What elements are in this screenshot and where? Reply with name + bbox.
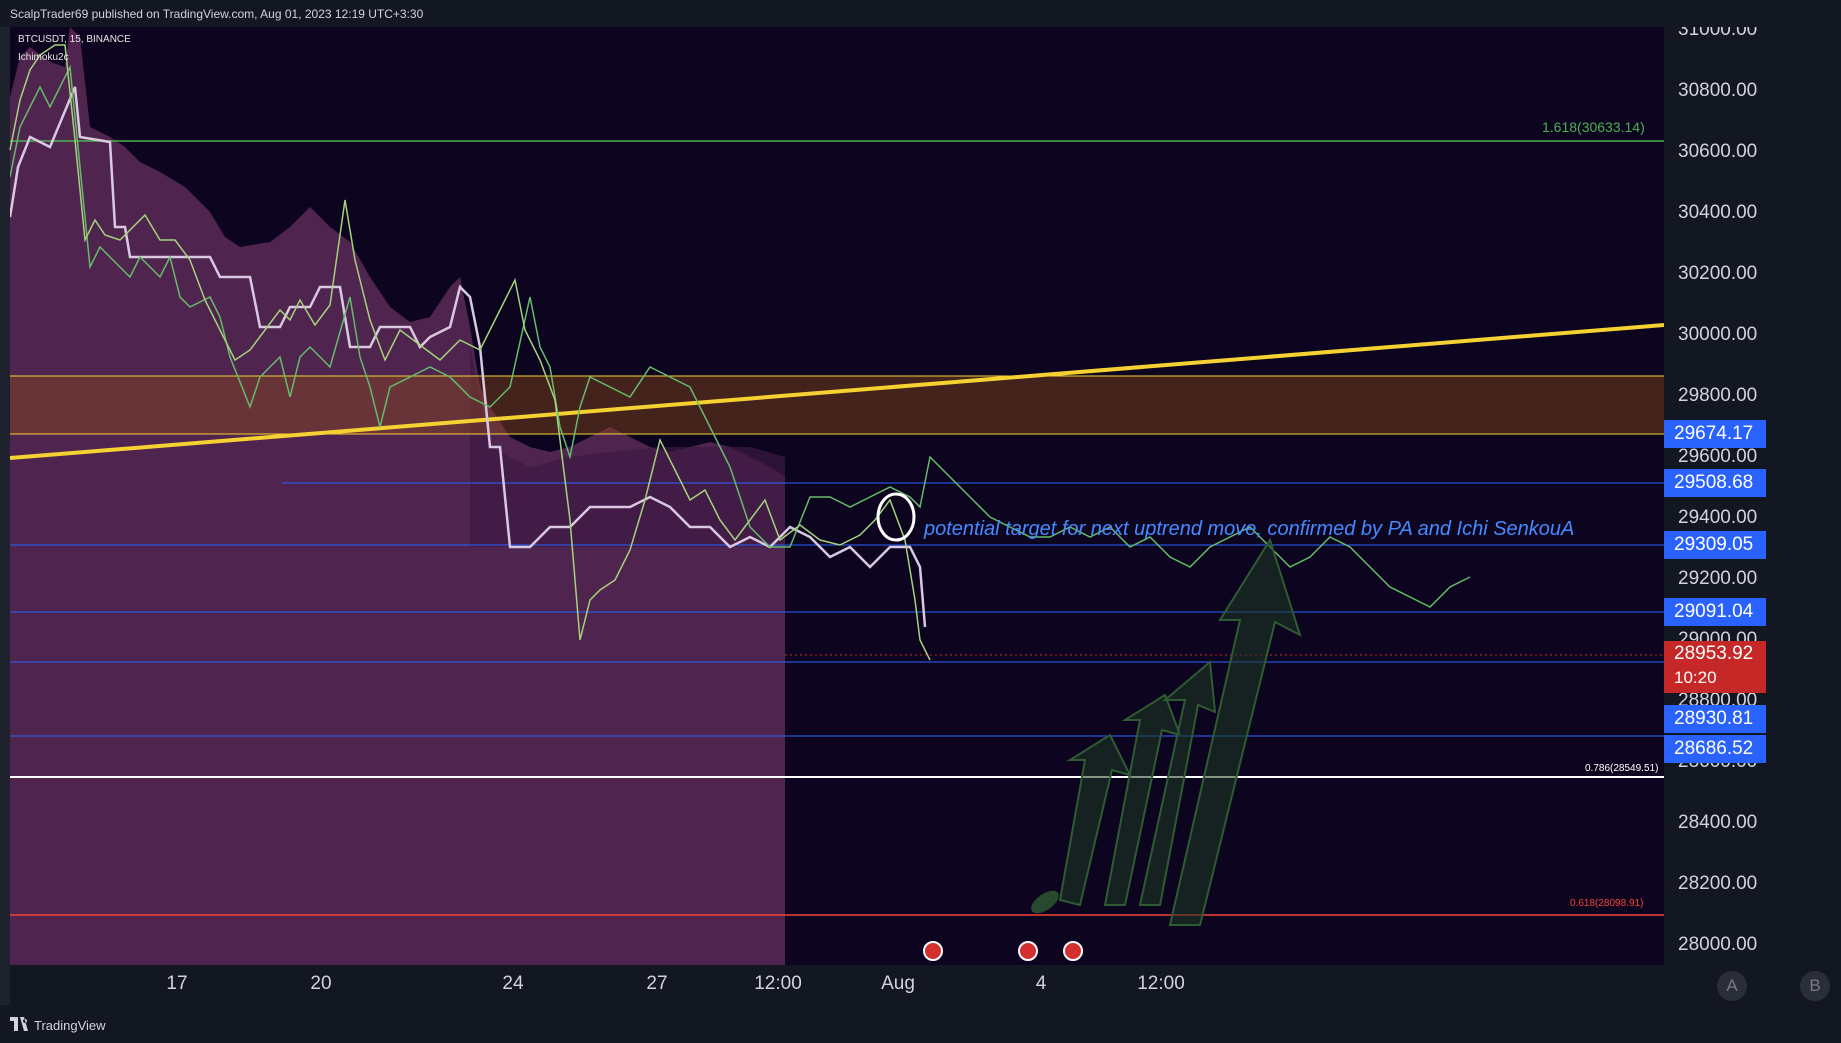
bar-countdown: 10:20 <box>1674 668 1717 687</box>
price-tick: 29400.00 <box>1678 507 1758 528</box>
fib-0786-label: 0.786(28549.51) <box>1585 763 1659 774</box>
price-tick: 28400.00 <box>1678 812 1758 833</box>
price-axis[interactable]: 31000.00 30800.00 30600.00 30400.00 3020… <box>1664 27 1841 965</box>
price-tick: 29600.00 <box>1678 446 1758 467</box>
symbol-legend[interactable]: BTCUSDT, 15, BINANCE <box>18 34 131 45</box>
uptrend-arrows <box>1058 537 1302 926</box>
time-tick: 4 <box>1035 973 1047 994</box>
time-tick: 12:00 <box>754 973 802 994</box>
brand-name[interactable]: TradingView <box>34 1018 106 1033</box>
auto-scale-button[interactable]: A <box>1717 971 1747 1001</box>
footer-bar: TradingView <box>0 1005 1841 1043</box>
scale-b-button[interactable]: B <box>1800 971 1830 1001</box>
last-price: 28953.92 <box>1674 643 1754 664</box>
fib-0618-label: 0.618(28098.91) <box>1570 898 1644 909</box>
publish-info: ScalpTrader69 published on TradingView.c… <box>10 7 424 21</box>
time-tick: Aug <box>881 973 915 994</box>
price-series <box>10 64 1471 608</box>
indicator-legend[interactable]: Ichimoku2c <box>18 52 69 63</box>
price-tag: 29091.04 <box>1664 598 1766 626</box>
cloud-shade <box>470 347 785 547</box>
price-tag: 29508.68 <box>1664 469 1766 497</box>
time-tick: 12:00 <box>1137 973 1185 994</box>
price-tag: 29309.05 <box>1664 531 1766 559</box>
price-tick: 29200.00 <box>1678 568 1758 589</box>
us-flag-icon[interactable] <box>923 941 943 961</box>
price-line <box>9 44 931 661</box>
time-tick: 20 <box>310 973 332 994</box>
scale-controls: A B <box>1664 965 1841 1005</box>
ichimoku-cloud <box>10 27 785 965</box>
price-tick: 31000.00 <box>1678 27 1758 40</box>
price-tick: 30800.00 <box>1678 80 1758 101</box>
fib-1618-label: 1.618(30633.14) <box>1542 119 1645 135</box>
time-tick: 17 <box>166 973 188 994</box>
kijun-line <box>10 86 927 628</box>
time-tick: 27 <box>646 973 668 994</box>
price-tag: 28686.52 <box>1664 735 1766 763</box>
price-tick: 28000.00 <box>1678 934 1758 955</box>
price-tick: 30200.00 <box>1678 263 1758 284</box>
us-flag-icon[interactable] <box>1063 941 1083 961</box>
price-tick: 29800.00 <box>1678 385 1758 406</box>
chart-plot-area[interactable] <box>10 27 1664 965</box>
time-axis[interactable]: 17 20 24 27 12:00 Aug 4 12:00 <box>10 965 1664 1005</box>
publish-header: ScalpTrader69 published on TradingView.c… <box>0 0 1841 27</box>
chart-canvas <box>10 27 1664 965</box>
price-tag: 29674.17 <box>1664 420 1766 448</box>
tradingview-logo-icon[interactable] <box>10 1017 30 1031</box>
price-tick: 30600.00 <box>1678 141 1758 162</box>
resistance-zone <box>10 376 1664 434</box>
price-tick: 28200.00 <box>1678 873 1758 894</box>
trendline <box>10 323 1664 460</box>
us-flag-icon[interactable] <box>1018 941 1038 961</box>
time-tick: 24 <box>502 973 524 994</box>
price-tag: 28930.81 <box>1664 705 1766 733</box>
last-price-tag: 28953.92 10:20 <box>1664 641 1766 693</box>
price-tick: 30000.00 <box>1678 324 1758 345</box>
annotation-circle <box>876 492 916 542</box>
chart-annotation[interactable]: potential target for next uptrend move, … <box>924 518 1575 540</box>
price-tick: 30400.00 <box>1678 202 1758 223</box>
